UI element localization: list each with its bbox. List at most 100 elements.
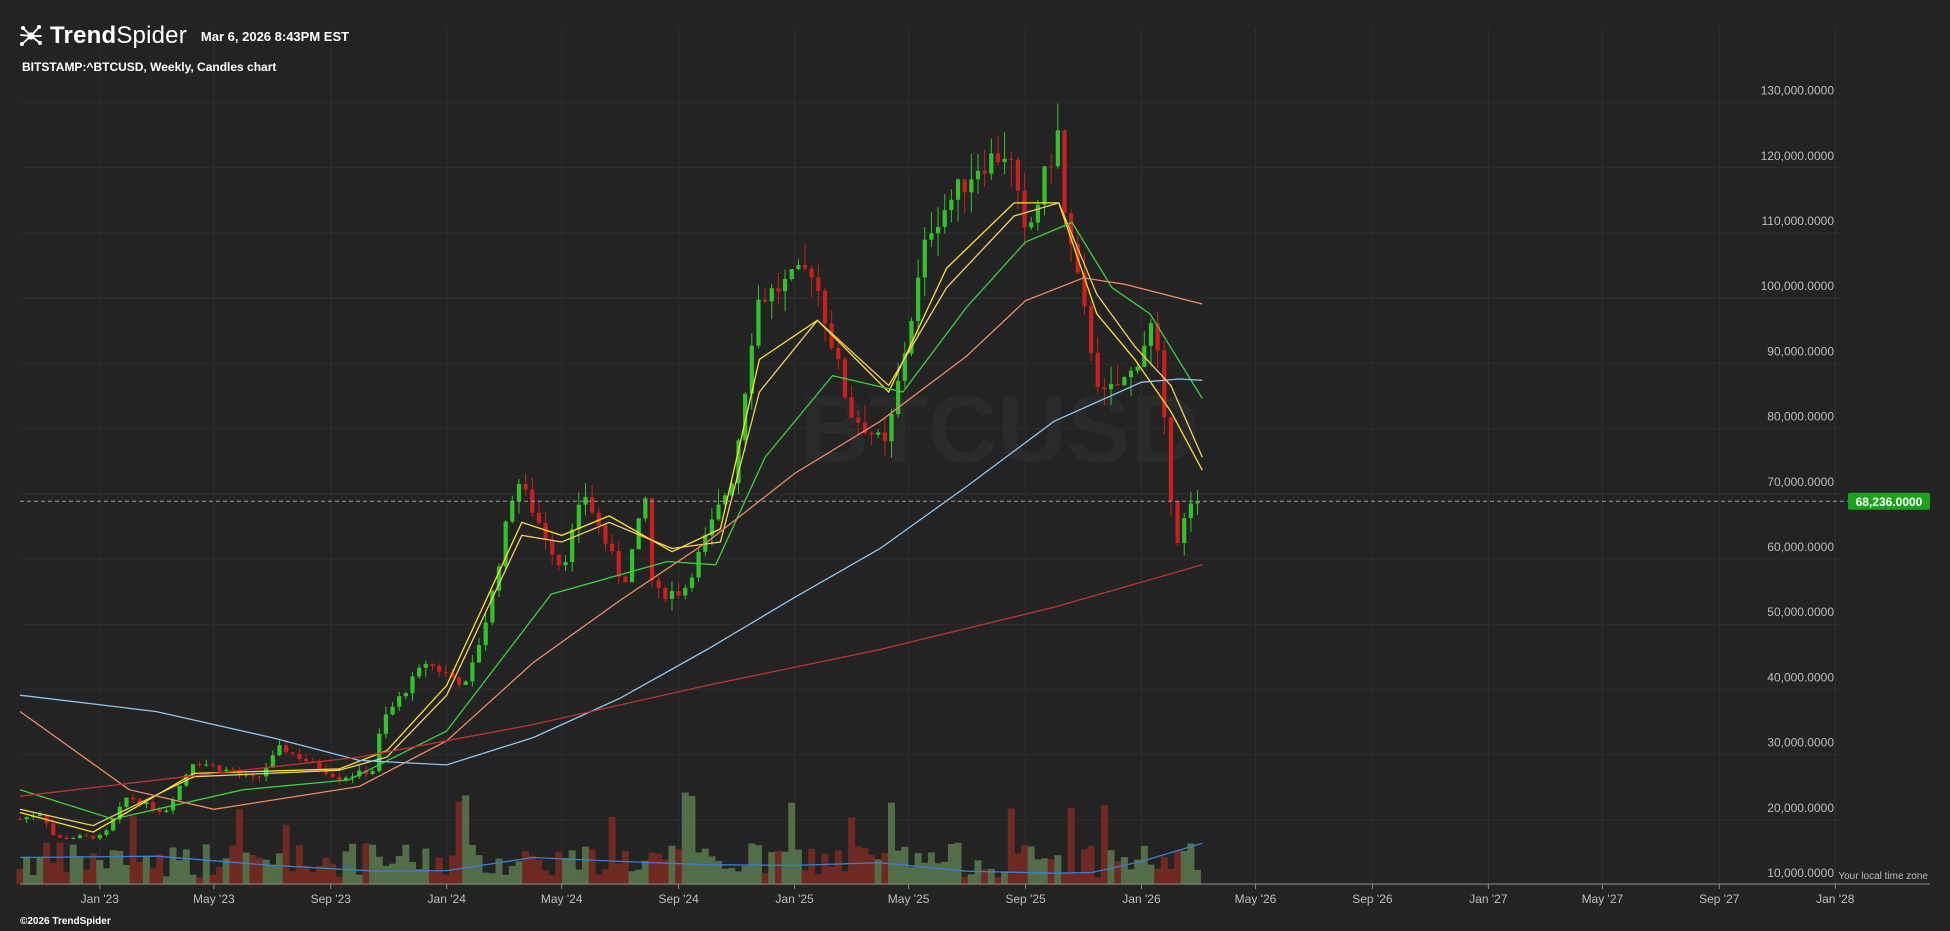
- volume-bar: [302, 865, 310, 884]
- candle-body: [816, 277, 821, 291]
- candle-body: [649, 498, 655, 581]
- candle-body: [975, 170, 981, 180]
- candle-body: [337, 776, 342, 781]
- candle-body: [137, 799, 142, 805]
- volume-bar: [641, 860, 649, 884]
- timezone-note: Your local time zone: [1838, 871, 1928, 882]
- volume-bar: [43, 842, 51, 884]
- volume-bar: [1180, 850, 1188, 884]
- candle-body: [636, 518, 641, 550]
- candle-body: [1002, 158, 1007, 163]
- candle-body: [370, 771, 375, 774]
- candle-body: [1188, 503, 1193, 519]
- symbol-watermark: BTCUSD: [800, 376, 1200, 483]
- brand-logo[interactable]: TrendSpider: [18, 22, 187, 50]
- candle-body: [683, 587, 688, 596]
- volume-bar: [229, 845, 237, 884]
- volume-bar: [1014, 853, 1022, 884]
- ema-mid-line: [19, 202, 1203, 827]
- volume-bar: [83, 869, 91, 884]
- candle-body: [503, 521, 508, 567]
- volume-bar: [389, 863, 397, 884]
- x-tick-label: Sep '24: [658, 892, 699, 906]
- candle-body: [696, 551, 701, 578]
- candle-body: [969, 179, 974, 193]
- volume-bar: [1100, 805, 1108, 884]
- brand-bold: Trend: [50, 22, 117, 49]
- candle-body: [257, 776, 262, 778]
- volume-bar: [102, 868, 110, 884]
- candle-body: [197, 764, 202, 766]
- candle-body: [796, 265, 801, 270]
- candle-body: [656, 580, 661, 588]
- volume-bar: [49, 862, 57, 884]
- candle-body: [264, 767, 269, 777]
- y-tick-label: 20,000.0000: [1767, 801, 1834, 815]
- x-tick-label: Sep '23: [311, 892, 352, 906]
- volume-bar: [828, 866, 836, 884]
- volume-bar: [415, 869, 423, 884]
- volume-bar: [23, 856, 31, 884]
- volume-bar: [475, 855, 483, 884]
- candle-body: [689, 577, 695, 588]
- candle-body: [284, 745, 289, 753]
- candle-body: [676, 591, 681, 596]
- x-tick-label: May '23: [193, 892, 235, 906]
- candle-body: [663, 587, 668, 599]
- volume-bar: [675, 849, 683, 884]
- candle-body: [463, 681, 468, 685]
- volume-bar: [202, 844, 210, 884]
- spider-logo-icon: [20, 25, 42, 46]
- volume-bar: [1080, 849, 1088, 884]
- candle-body: [995, 153, 1001, 163]
- candle-body: [224, 769, 229, 771]
- candle-body: [104, 830, 109, 835]
- volume-bar: [601, 869, 609, 884]
- volume-bar: [841, 871, 849, 884]
- volume-bar: [422, 848, 430, 884]
- candle-body: [297, 753, 302, 759]
- volume-bar: [548, 875, 556, 884]
- volume-bar: [575, 869, 583, 884]
- volume-bar: [1114, 861, 1122, 884]
- candle-body: [1035, 204, 1040, 223]
- y-tick-label: 110,000.0000: [1761, 214, 1834, 228]
- candle-body: [563, 561, 568, 566]
- volume-bar: [535, 859, 543, 884]
- candle-body: [609, 543, 615, 552]
- candle-body: [1182, 518, 1187, 543]
- candle-body: [789, 269, 794, 280]
- candle-body: [989, 153, 994, 174]
- volume-bar: [741, 865, 749, 884]
- volume-bar: [814, 874, 822, 884]
- volume-bar: [335, 876, 343, 884]
- candle-body: [949, 199, 954, 211]
- volume-bar: [1107, 850, 1115, 884]
- candle-body: [709, 519, 714, 536]
- candle-body: [164, 810, 169, 813]
- volume-bar: [488, 873, 496, 884]
- candle-body: [303, 758, 309, 762]
- candle-body: [44, 814, 49, 824]
- candle-body: [350, 776, 355, 778]
- candle-body: [1029, 222, 1034, 228]
- volume-bar: [668, 845, 676, 884]
- candle-body: [1175, 501, 1180, 543]
- volume-bar: [681, 792, 689, 884]
- brand-name: TrendSpider: [50, 22, 187, 50]
- volume-bar: [1194, 869, 1202, 884]
- candle-body: [130, 797, 136, 800]
- candle-body: [829, 323, 834, 348]
- volume-bar: [1054, 855, 1062, 884]
- volume-bar: [349, 843, 357, 884]
- volume-bar: [581, 846, 589, 884]
- candle-body: [596, 512, 601, 526]
- candle-body: [403, 693, 408, 697]
- volume-bar: [522, 851, 530, 884]
- volume-bar: [1127, 869, 1135, 884]
- chart-datetime: Mar 6, 2026 8:43PM EST: [200, 28, 350, 44]
- grid: [20, 28, 1840, 886]
- volume-bar: [495, 858, 503, 884]
- volume-bar: [382, 865, 390, 884]
